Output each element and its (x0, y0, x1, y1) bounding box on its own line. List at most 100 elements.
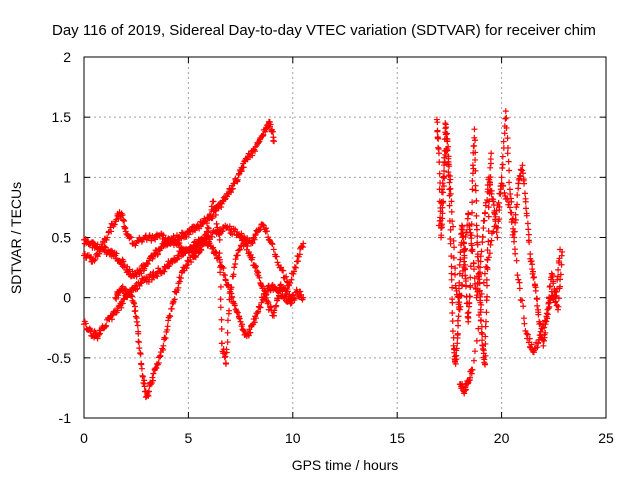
data-point (455, 313, 462, 320)
data-point (225, 281, 232, 288)
data-point (504, 144, 511, 151)
data-point (469, 199, 476, 206)
data-point (271, 312, 278, 319)
data-point (449, 318, 456, 325)
data-point (505, 158, 512, 165)
data-point (480, 279, 487, 286)
data-point (482, 340, 489, 347)
data-point (217, 269, 224, 276)
data-point (557, 283, 564, 290)
data-point (537, 320, 544, 327)
data-point (436, 159, 443, 166)
data-point (469, 186, 476, 193)
data-point (483, 276, 490, 283)
data-point (449, 299, 456, 306)
data-point (472, 167, 479, 174)
data-point (477, 253, 484, 260)
data-point (261, 287, 268, 294)
data-point (462, 233, 469, 240)
data-point (160, 342, 167, 349)
data-point (461, 252, 468, 259)
data-point (114, 307, 121, 314)
data-point (542, 318, 549, 325)
data-point (467, 263, 474, 270)
data-point (224, 329, 231, 336)
data-point (121, 218, 128, 225)
data-point (482, 263, 489, 270)
data-point (87, 327, 94, 334)
data-point (471, 266, 478, 273)
data-point (120, 296, 127, 303)
data-point (176, 239, 183, 246)
data-point (149, 377, 156, 384)
data-point (550, 280, 557, 287)
data-point (459, 282, 466, 289)
x-tick-label: 0 (80, 430, 88, 446)
data-point (503, 114, 510, 121)
data-point (439, 221, 446, 228)
data-point (136, 345, 143, 352)
data-point (467, 374, 474, 381)
data-point (451, 244, 458, 251)
data-point (258, 282, 265, 289)
data-point (192, 253, 199, 260)
data-point (484, 196, 491, 203)
data-point (120, 216, 127, 223)
data-point (512, 211, 519, 218)
data-point (236, 246, 243, 253)
data-point (239, 321, 246, 328)
data-point (444, 138, 451, 145)
data-point (469, 162, 476, 169)
data-point (472, 187, 479, 194)
data-point (236, 315, 243, 322)
data-point (278, 264, 285, 271)
data-point (526, 335, 533, 342)
data-point (443, 124, 450, 131)
data-point (112, 294, 119, 301)
y-tick-labels: -1 -0.5 0 0.5 1 1.5 2 (47, 49, 71, 426)
data-point (503, 124, 510, 131)
data-point (222, 353, 229, 360)
data-point (435, 150, 442, 157)
data-point (207, 212, 214, 219)
data-point (219, 228, 226, 235)
data-point (175, 241, 182, 248)
data-point (453, 345, 460, 352)
data-point (462, 283, 469, 290)
data-point (479, 331, 486, 338)
data-point (263, 228, 270, 235)
data-point (238, 230, 245, 237)
data-point (540, 337, 547, 344)
data-point (167, 240, 174, 247)
data-point (209, 245, 216, 252)
data-point (509, 231, 516, 238)
data-point (488, 187, 495, 194)
data-point (484, 247, 491, 254)
x-axis-label: GPS time / hours (292, 457, 399, 473)
data-point (171, 296, 178, 303)
data-point (456, 299, 463, 306)
data-point (115, 292, 122, 299)
data-point (450, 237, 457, 244)
data-point (226, 296, 233, 303)
data-point (447, 190, 454, 197)
data-point (224, 317, 231, 324)
data-point (215, 227, 222, 234)
data-point (487, 164, 494, 171)
data-point (295, 292, 302, 299)
data-point (450, 254, 457, 261)
data-point (296, 251, 303, 258)
data-point (94, 241, 101, 248)
data-point (483, 282, 490, 289)
data-point (133, 273, 140, 280)
data-point (280, 267, 287, 274)
data-point (172, 237, 179, 244)
y-tick-label: -1 (59, 410, 72, 426)
data-point (555, 295, 562, 302)
data-point (504, 195, 511, 202)
data-point (137, 351, 144, 358)
data-point (135, 339, 142, 346)
data-point (192, 254, 199, 261)
data-point (486, 250, 493, 257)
data-point (474, 241, 481, 248)
